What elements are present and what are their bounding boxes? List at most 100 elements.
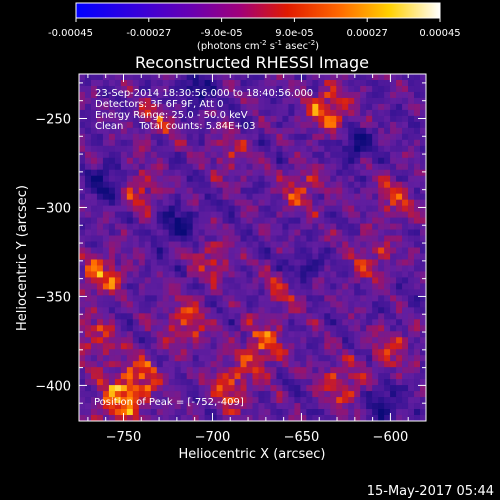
heatmap-cell xyxy=(192,121,200,129)
heatmap-cell xyxy=(198,91,206,99)
heatmap-cell xyxy=(186,205,194,212)
heatmap-cell xyxy=(84,277,92,284)
heatmap-cell xyxy=(79,241,86,248)
heatmap-cell xyxy=(186,253,194,260)
heatmap-cell xyxy=(282,403,289,410)
heatmap-cell xyxy=(258,325,265,332)
heatmap-cell xyxy=(228,241,235,248)
heatmap-cell xyxy=(168,265,176,272)
heatmap-cell xyxy=(288,133,295,141)
heatmap-cell xyxy=(204,109,212,117)
heatmap-cell xyxy=(366,385,373,392)
heatmap-cell xyxy=(216,391,223,398)
heatmap-cell xyxy=(294,265,301,272)
heatmap-cell xyxy=(276,157,283,165)
heatmap-cell xyxy=(174,103,182,111)
heatmap-cell xyxy=(210,247,217,254)
heatmap-cell xyxy=(366,349,373,356)
heatmap-cell xyxy=(348,331,355,338)
heatmap-cell xyxy=(84,361,92,368)
heatmap-cell xyxy=(138,325,146,332)
heatmap-cell xyxy=(234,301,241,308)
heatmap-cell xyxy=(96,265,104,272)
heatmap-cell xyxy=(378,109,385,117)
heatmap-cell xyxy=(210,115,217,123)
heatmap-cell xyxy=(348,253,355,260)
heatmap-cell xyxy=(324,193,331,201)
heatmap-cell xyxy=(198,397,206,404)
heatmap-cell xyxy=(84,127,92,135)
heatmap-cell xyxy=(186,403,194,410)
heatmap-cell xyxy=(84,307,92,314)
heatmap-cell xyxy=(198,241,206,248)
heatmap-cell xyxy=(132,247,140,254)
heatmap-cell xyxy=(174,169,182,177)
heatmap-cell xyxy=(216,103,223,111)
heatmap-cell xyxy=(186,79,194,87)
heatmap-cell xyxy=(174,199,182,207)
heatmap-cell xyxy=(228,91,235,99)
heatmap-cell xyxy=(90,85,98,93)
heatmap-cell xyxy=(144,385,152,392)
heatmap-cell xyxy=(348,97,355,105)
heatmap-cell xyxy=(102,283,110,290)
heatmap-cell xyxy=(366,397,373,404)
heatmap-cell xyxy=(420,115,426,123)
heatmap-cell xyxy=(156,91,164,99)
heatmap-cell xyxy=(120,295,128,302)
heatmap-cell xyxy=(384,397,391,404)
heatmap-cell xyxy=(264,85,271,93)
heatmap-cell xyxy=(168,175,176,183)
heatmap-cell xyxy=(336,175,343,183)
heatmap-cell xyxy=(90,217,98,224)
heatmap-cell xyxy=(186,247,194,254)
heatmap-cell xyxy=(228,247,235,254)
heatmap-cell xyxy=(138,271,146,278)
heatmap-cell xyxy=(246,367,253,374)
heatmap-cell xyxy=(144,223,152,230)
heatmap-cell xyxy=(414,91,421,99)
heatmap-cell xyxy=(84,91,92,99)
heatmap-cell xyxy=(144,343,152,350)
heatmap-cell xyxy=(79,379,86,386)
heatmap-cell xyxy=(108,307,116,314)
heatmap-cell xyxy=(348,121,355,129)
heatmap-cell xyxy=(84,85,92,93)
heatmap-cell xyxy=(402,229,409,236)
heatmap-cell xyxy=(354,139,361,147)
heatmap-cell xyxy=(246,331,253,338)
heatmap-cell xyxy=(192,145,200,153)
heatmap-cell xyxy=(210,79,217,87)
heatmap-cell xyxy=(348,355,355,362)
heatmap-cell xyxy=(336,313,343,320)
heatmap-cell xyxy=(240,85,247,93)
heatmap-cell xyxy=(414,277,421,284)
heatmap-cell xyxy=(102,241,110,248)
heatmap-cell xyxy=(282,367,289,374)
heatmap-cell xyxy=(318,217,325,224)
heatmap-cell xyxy=(114,193,122,201)
heatmap-cell xyxy=(378,385,385,392)
heatmap-cell xyxy=(186,295,194,302)
heatmap-cell xyxy=(150,349,158,356)
heatmap-cell xyxy=(108,385,116,392)
heatmap-cell xyxy=(114,355,122,362)
heatmap-cell xyxy=(216,313,223,320)
heatmap-cell xyxy=(96,337,104,344)
heatmap-cell xyxy=(312,355,319,362)
heatmap-cell xyxy=(306,115,313,123)
heatmap-cell xyxy=(306,109,313,117)
heatmap-cell xyxy=(198,223,206,230)
heatmap-cell xyxy=(222,343,229,350)
heatmap-cell xyxy=(330,235,337,242)
heatmap-cell xyxy=(132,403,140,410)
heatmap-cell xyxy=(282,103,289,111)
heatmap-cell xyxy=(240,265,247,272)
heatmap-cell xyxy=(282,325,289,332)
heatmap-cell xyxy=(348,217,355,224)
heatmap-cell xyxy=(342,181,349,189)
heatmap-cell xyxy=(312,181,319,189)
heatmap-cell xyxy=(216,133,223,141)
heatmap-cell xyxy=(120,151,128,159)
heatmap-cell xyxy=(360,289,367,296)
